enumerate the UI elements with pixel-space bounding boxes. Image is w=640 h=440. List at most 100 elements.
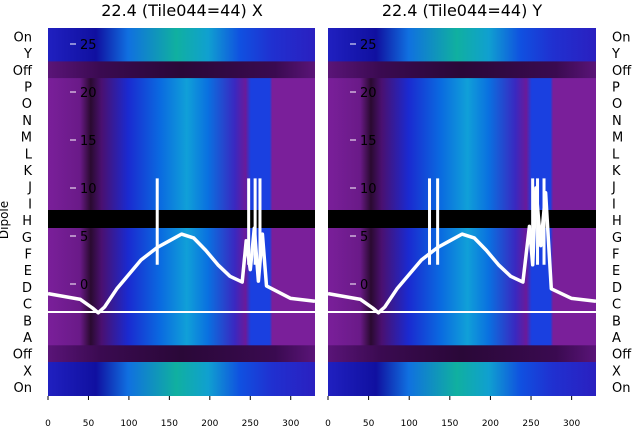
heatmap-row	[328, 345, 596, 363]
line-label: L	[25, 147, 33, 162]
line-label: G	[612, 231, 622, 246]
heatmap-row	[48, 28, 315, 46]
heatmap-row	[48, 61, 315, 79]
line-label: Y	[23, 47, 32, 62]
line-label: P	[24, 80, 32, 95]
panel-title: 22.4 (Tile044=44) Y	[382, 1, 543, 20]
y-tick-label: 5	[360, 230, 368, 245]
panel-title: 22.4 (Tile044=44) X	[101, 1, 263, 20]
x-tick-label: 300	[282, 419, 299, 429]
heatmap-row	[48, 345, 315, 363]
heatmap-row	[48, 362, 315, 380]
heatmap-row	[48, 161, 315, 179]
line-label: O	[22, 97, 32, 112]
line-label: K	[23, 164, 32, 179]
x-tick-label: 0	[325, 419, 331, 429]
heatmap-row	[48, 328, 315, 346]
line-label: L	[612, 147, 620, 162]
line-label: F	[25, 247, 32, 262]
line-label: I	[612, 197, 616, 212]
line-label: X	[612, 364, 621, 379]
line-label: O	[612, 97, 622, 112]
heatmap-row	[48, 144, 315, 163]
x-tick-label: 250	[522, 419, 539, 429]
heatmap-row	[328, 195, 596, 213]
y-tick-label: 0	[360, 278, 368, 293]
heatmap-row	[328, 362, 596, 380]
heatmap-row	[48, 78, 315, 96]
line-label: G	[22, 231, 32, 246]
heatmap-row	[328, 78, 596, 96]
line-label: H	[22, 214, 32, 229]
x-tick-label: 200	[482, 419, 499, 429]
x-tick-label: 150	[161, 419, 178, 429]
heatmap-row	[328, 94, 596, 113]
x-tick-label: 50	[363, 419, 375, 429]
x-tick-label: 0	[45, 419, 51, 429]
flagged-band	[48, 210, 315, 228]
y-tick-label: 0	[80, 278, 88, 293]
heatmap-row	[48, 311, 315, 330]
heatmap-row	[48, 111, 315, 129]
line-label: Off	[612, 348, 632, 363]
heatmap	[48, 28, 315, 396]
line-label: X	[23, 364, 32, 379]
line-label: B	[23, 314, 32, 329]
heatmap-row	[328, 61, 596, 79]
heatmap-row	[328, 245, 596, 263]
x-tick-label: 100	[401, 419, 418, 429]
x-tick-label: 300	[563, 419, 580, 429]
heatmap-row	[328, 28, 596, 46]
y-axis-label: Dipole	[0, 201, 11, 239]
x-tick-label: 250	[242, 419, 259, 429]
line-label: I	[28, 197, 32, 212]
heatmap-row	[328, 128, 596, 146]
heatmap-row	[328, 311, 596, 330]
heatmap-row	[48, 128, 315, 146]
line-label: On	[14, 30, 32, 45]
y-tick-label: 10	[80, 182, 97, 197]
heatmap-row	[48, 94, 315, 113]
line-label: On	[612, 30, 630, 45]
y-tick-label: 20	[80, 86, 97, 101]
line-label: On	[612, 381, 630, 396]
flagged-band	[328, 210, 596, 228]
heatmap-row	[328, 44, 596, 62]
heatmap-row	[328, 144, 596, 163]
line-label: C	[23, 298, 32, 313]
y-tick-label: 20	[360, 86, 377, 101]
heatmap-row	[328, 328, 596, 346]
line-label: F	[612, 247, 619, 262]
line-label: J	[611, 181, 616, 196]
spectrum-line	[47, 226, 316, 315]
heatmap-row	[48, 245, 315, 263]
line-label: Off	[13, 64, 33, 79]
y-tick-label: 25	[80, 38, 97, 53]
line-label: C	[612, 298, 621, 313]
line-label: N	[22, 114, 32, 129]
x-tick-label: 150	[441, 419, 458, 429]
heatmap-row	[48, 44, 315, 62]
line-label: E	[24, 264, 32, 279]
line-label: J	[27, 181, 32, 196]
line-label: M	[21, 131, 32, 146]
line-label: M	[612, 131, 623, 146]
heatmap-row	[328, 161, 596, 179]
line-label: A	[23, 331, 32, 346]
x-tick-label: 200	[201, 419, 218, 429]
x-tick-label: 100	[120, 419, 137, 429]
line-label: On	[14, 381, 32, 396]
y-tick-label: 10	[360, 182, 377, 197]
line-label: E	[612, 264, 620, 279]
y-tick-label: 25	[360, 38, 377, 53]
y-tick-label: 5	[80, 230, 88, 245]
heatmap-row	[328, 261, 596, 280]
heatmap-row	[328, 295, 596, 313]
x-tick-label: 50	[83, 419, 95, 429]
line-label: A	[612, 331, 621, 346]
